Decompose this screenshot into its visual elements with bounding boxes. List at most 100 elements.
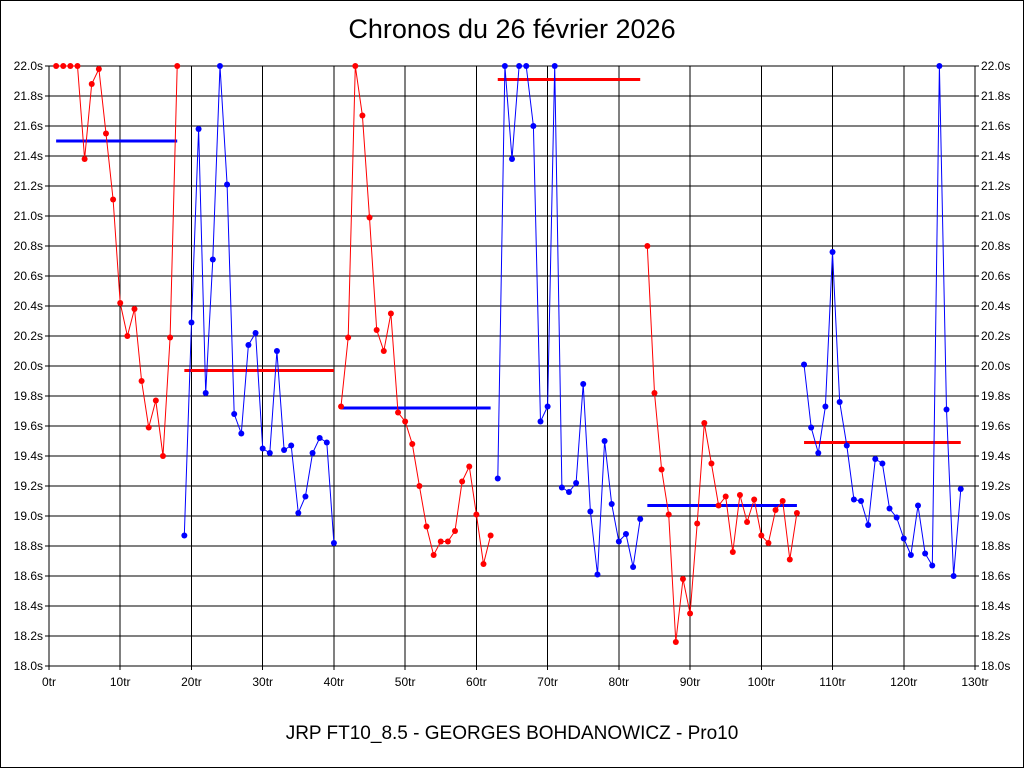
data-point <box>181 532 188 539</box>
x-tick-label: 100tr <box>748 675 775 689</box>
y-tick-label-right: 21.2s <box>981 179 1010 193</box>
y-tick-label-right: 20.2s <box>981 329 1010 343</box>
y-tick-label-right: 18.2s <box>981 629 1010 643</box>
data-point <box>466 463 473 470</box>
data-point <box>936 63 943 69</box>
data-point <box>708 460 715 467</box>
data-point <box>266 450 273 456</box>
data-point <box>907 552 914 558</box>
x-tick-label: 90tr <box>680 675 701 689</box>
data-point <box>74 63 81 69</box>
y-tick-label-left: 22.0s <box>14 59 43 73</box>
data-point <box>637 516 644 522</box>
x-tick-label: 60tr <box>466 675 487 689</box>
data-point <box>159 453 166 459</box>
y-tick-label-right: 19.8s <box>981 389 1010 403</box>
data-point <box>245 342 252 348</box>
x-tick-label: 80tr <box>609 675 630 689</box>
data-point <box>836 399 843 405</box>
data-point <box>608 501 615 507</box>
data-point <box>174 63 181 69</box>
data-point <box>793 510 800 516</box>
data-point <box>252 330 259 336</box>
y-tick-label-right: 21.4s <box>981 149 1010 163</box>
y-tick-label-right: 18.6s <box>981 569 1010 583</box>
data-point <box>644 243 651 249</box>
data-point <box>416 483 423 489</box>
y-tick-label-left: 18.4s <box>14 599 43 613</box>
data-point <box>380 348 387 354</box>
data-point <box>829 249 836 255</box>
data-point <box>138 378 145 384</box>
tick-labels-layer: 18.0s 18.0s 18.2s 18.2s 18.4s 18.4s 18.6s 18.6s… <box>14 59 1011 689</box>
y-tick-label-left: 18.0s <box>14 659 43 673</box>
data-point <box>316 435 323 441</box>
data-point <box>523 63 530 69</box>
data-point <box>822 403 829 410</box>
data-point <box>679 576 686 582</box>
data-point <box>259 445 266 452</box>
data-point <box>537 418 544 425</box>
data-point <box>573 480 580 486</box>
y-tick-label-left: 18.6s <box>14 569 43 583</box>
data-point <box>922 550 929 557</box>
data-point <box>815 450 822 456</box>
data-point <box>209 256 216 263</box>
data-point <box>900 535 907 542</box>
data-point <box>366 214 373 221</box>
y-tick-label-left: 19.2s <box>14 479 43 493</box>
y-tick-label-left: 20.2s <box>14 329 43 343</box>
data-point <box>387 310 394 317</box>
y-tick-label-left: 20.8s <box>14 239 43 253</box>
data-point <box>858 498 865 504</box>
y-tick-label-right: 20.0s <box>981 359 1010 373</box>
data-point <box>345 334 352 341</box>
data-point <box>402 418 409 425</box>
grid-layer <box>45 65 979 670</box>
data-point <box>473 511 480 518</box>
data-point <box>558 484 565 491</box>
x-tick-label: 0tr <box>42 675 56 689</box>
x-tick-label: 70tr <box>537 675 558 689</box>
data-point <box>722 493 729 500</box>
y-tick-label-right: 18.4s <box>981 599 1010 613</box>
data-point <box>202 390 209 396</box>
data-point <box>409 441 416 447</box>
data-point <box>551 63 558 69</box>
series-layer <box>53 63 964 645</box>
data-point <box>494 475 501 482</box>
y-tick-label-left: 20.0s <box>14 359 43 373</box>
data-point <box>665 511 672 518</box>
data-point <box>452 528 459 534</box>
data-point <box>565 489 572 495</box>
y-tick-label-left: 18.2s <box>14 629 43 643</box>
data-point <box>273 348 280 354</box>
data-point <box>102 130 109 137</box>
data-point <box>444 538 451 545</box>
data-point <box>145 424 152 431</box>
data-point <box>715 502 722 509</box>
x-tick-label: 120tr <box>890 675 917 689</box>
data-point <box>288 442 295 449</box>
data-point <box>95 66 102 72</box>
x-tick-label: 10tr <box>110 675 131 689</box>
data-point <box>480 561 487 567</box>
y-tick-label-left: 19.8s <box>14 389 43 403</box>
chart-footer: JRP FT10_8.5 - GEORGES BOHDANOWICZ - Pro… <box>285 723 739 744</box>
data-point <box>694 520 701 527</box>
data-point <box>957 486 964 492</box>
data-point <box>167 334 174 341</box>
data-point <box>195 126 202 132</box>
y-tick-label-right: 18.8s <box>981 539 1010 553</box>
series-line <box>56 65 178 457</box>
data-point <box>530 123 537 129</box>
data-point <box>630 564 637 570</box>
data-point <box>216 63 223 69</box>
data-point <box>423 523 430 530</box>
series-line <box>183 65 335 544</box>
data-point <box>117 300 124 306</box>
data-point <box>124 333 131 339</box>
data-point <box>672 639 679 645</box>
y-tick-label-right: 21.8s <box>981 89 1010 103</box>
